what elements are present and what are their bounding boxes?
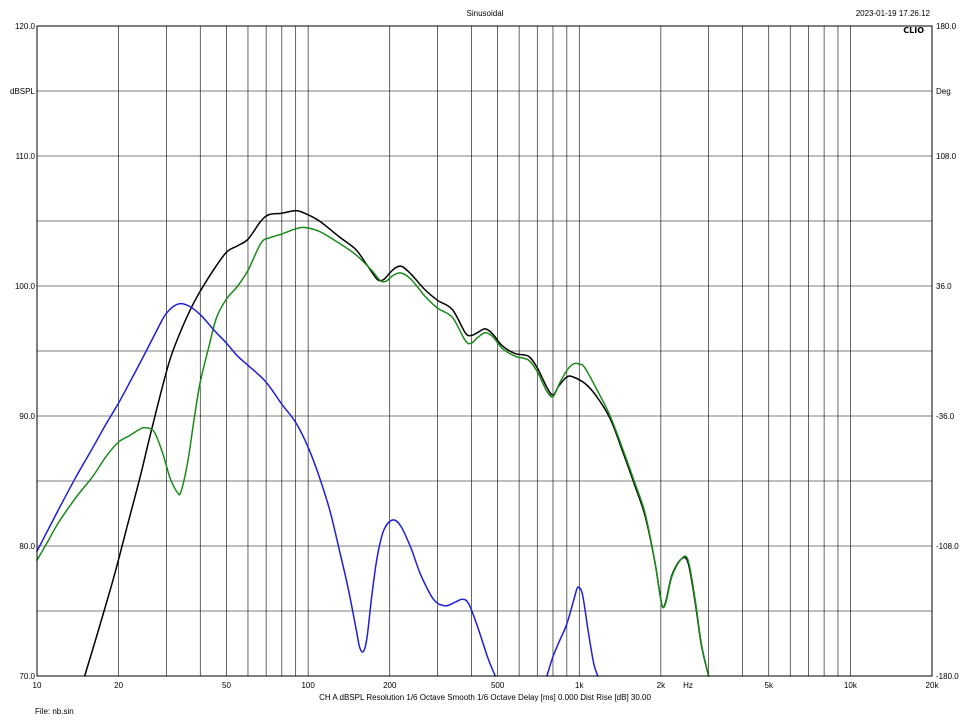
- y2-tick-label: -180.0: [936, 672, 959, 681]
- series-line: [546, 586, 599, 677]
- plot-frame: [36, 25, 933, 677]
- x-tick-label: 5k: [765, 681, 774, 690]
- measurement-settings: CH A dBSPL Resolution 1/6 Octave Smooth …: [319, 693, 651, 702]
- x-axis-unit-label: Hz: [683, 681, 693, 690]
- y2-tick-label: 108.0: [936, 152, 957, 161]
- y-axis-label: dBSPL: [10, 87, 35, 96]
- y-tick-label: 90.0: [19, 412, 35, 421]
- y-tick-label: 110.0: [16, 152, 36, 161]
- y2-tick-label: -36.0: [936, 412, 955, 421]
- x-tick-label: 500: [491, 681, 505, 690]
- x-tick-label: 1k: [575, 681, 584, 690]
- tick-labels: 10 20 50 100 200 500 1k 2k 5k 10k 20k 120.0 110.0 100…: [15, 22, 959, 690]
- y2-tick-label: 180.0: [936, 22, 957, 31]
- series-lines: [36, 209, 710, 677]
- y-tick-label: 70.0: [19, 672, 35, 681]
- series-line: [83, 209, 710, 677]
- series-line: [36, 302, 497, 677]
- file-name: File: nb.sin: [35, 707, 74, 716]
- x-tick-label: 10k: [844, 681, 858, 690]
- x-tick-label: 50: [222, 681, 231, 690]
- y2-tick-label: 36.0: [936, 282, 952, 291]
- chart-title: Sinusoidal: [467, 9, 504, 18]
- x-tick-label: 200: [383, 681, 397, 690]
- x-tick-label: 2k: [657, 681, 666, 690]
- y2-tick-label: -108.0: [936, 542, 959, 551]
- y-tick-label: 120.0: [15, 22, 36, 31]
- timestamp: 2023-01-19 17.26.12: [856, 9, 931, 18]
- grid: [37, 26, 932, 676]
- series-line: [36, 226, 710, 677]
- x-tick-label: 20k: [926, 681, 940, 690]
- x-tick-label: 20: [114, 681, 123, 690]
- clio-logo: CLIO: [903, 26, 924, 35]
- y2-axis-label: Deg: [936, 87, 951, 96]
- y-tick-label: 80.0: [19, 542, 35, 551]
- x-tick-label: 10: [33, 681, 42, 690]
- x-tick-label: 100: [301, 681, 315, 690]
- y-tick-label: 100.0: [15, 282, 36, 291]
